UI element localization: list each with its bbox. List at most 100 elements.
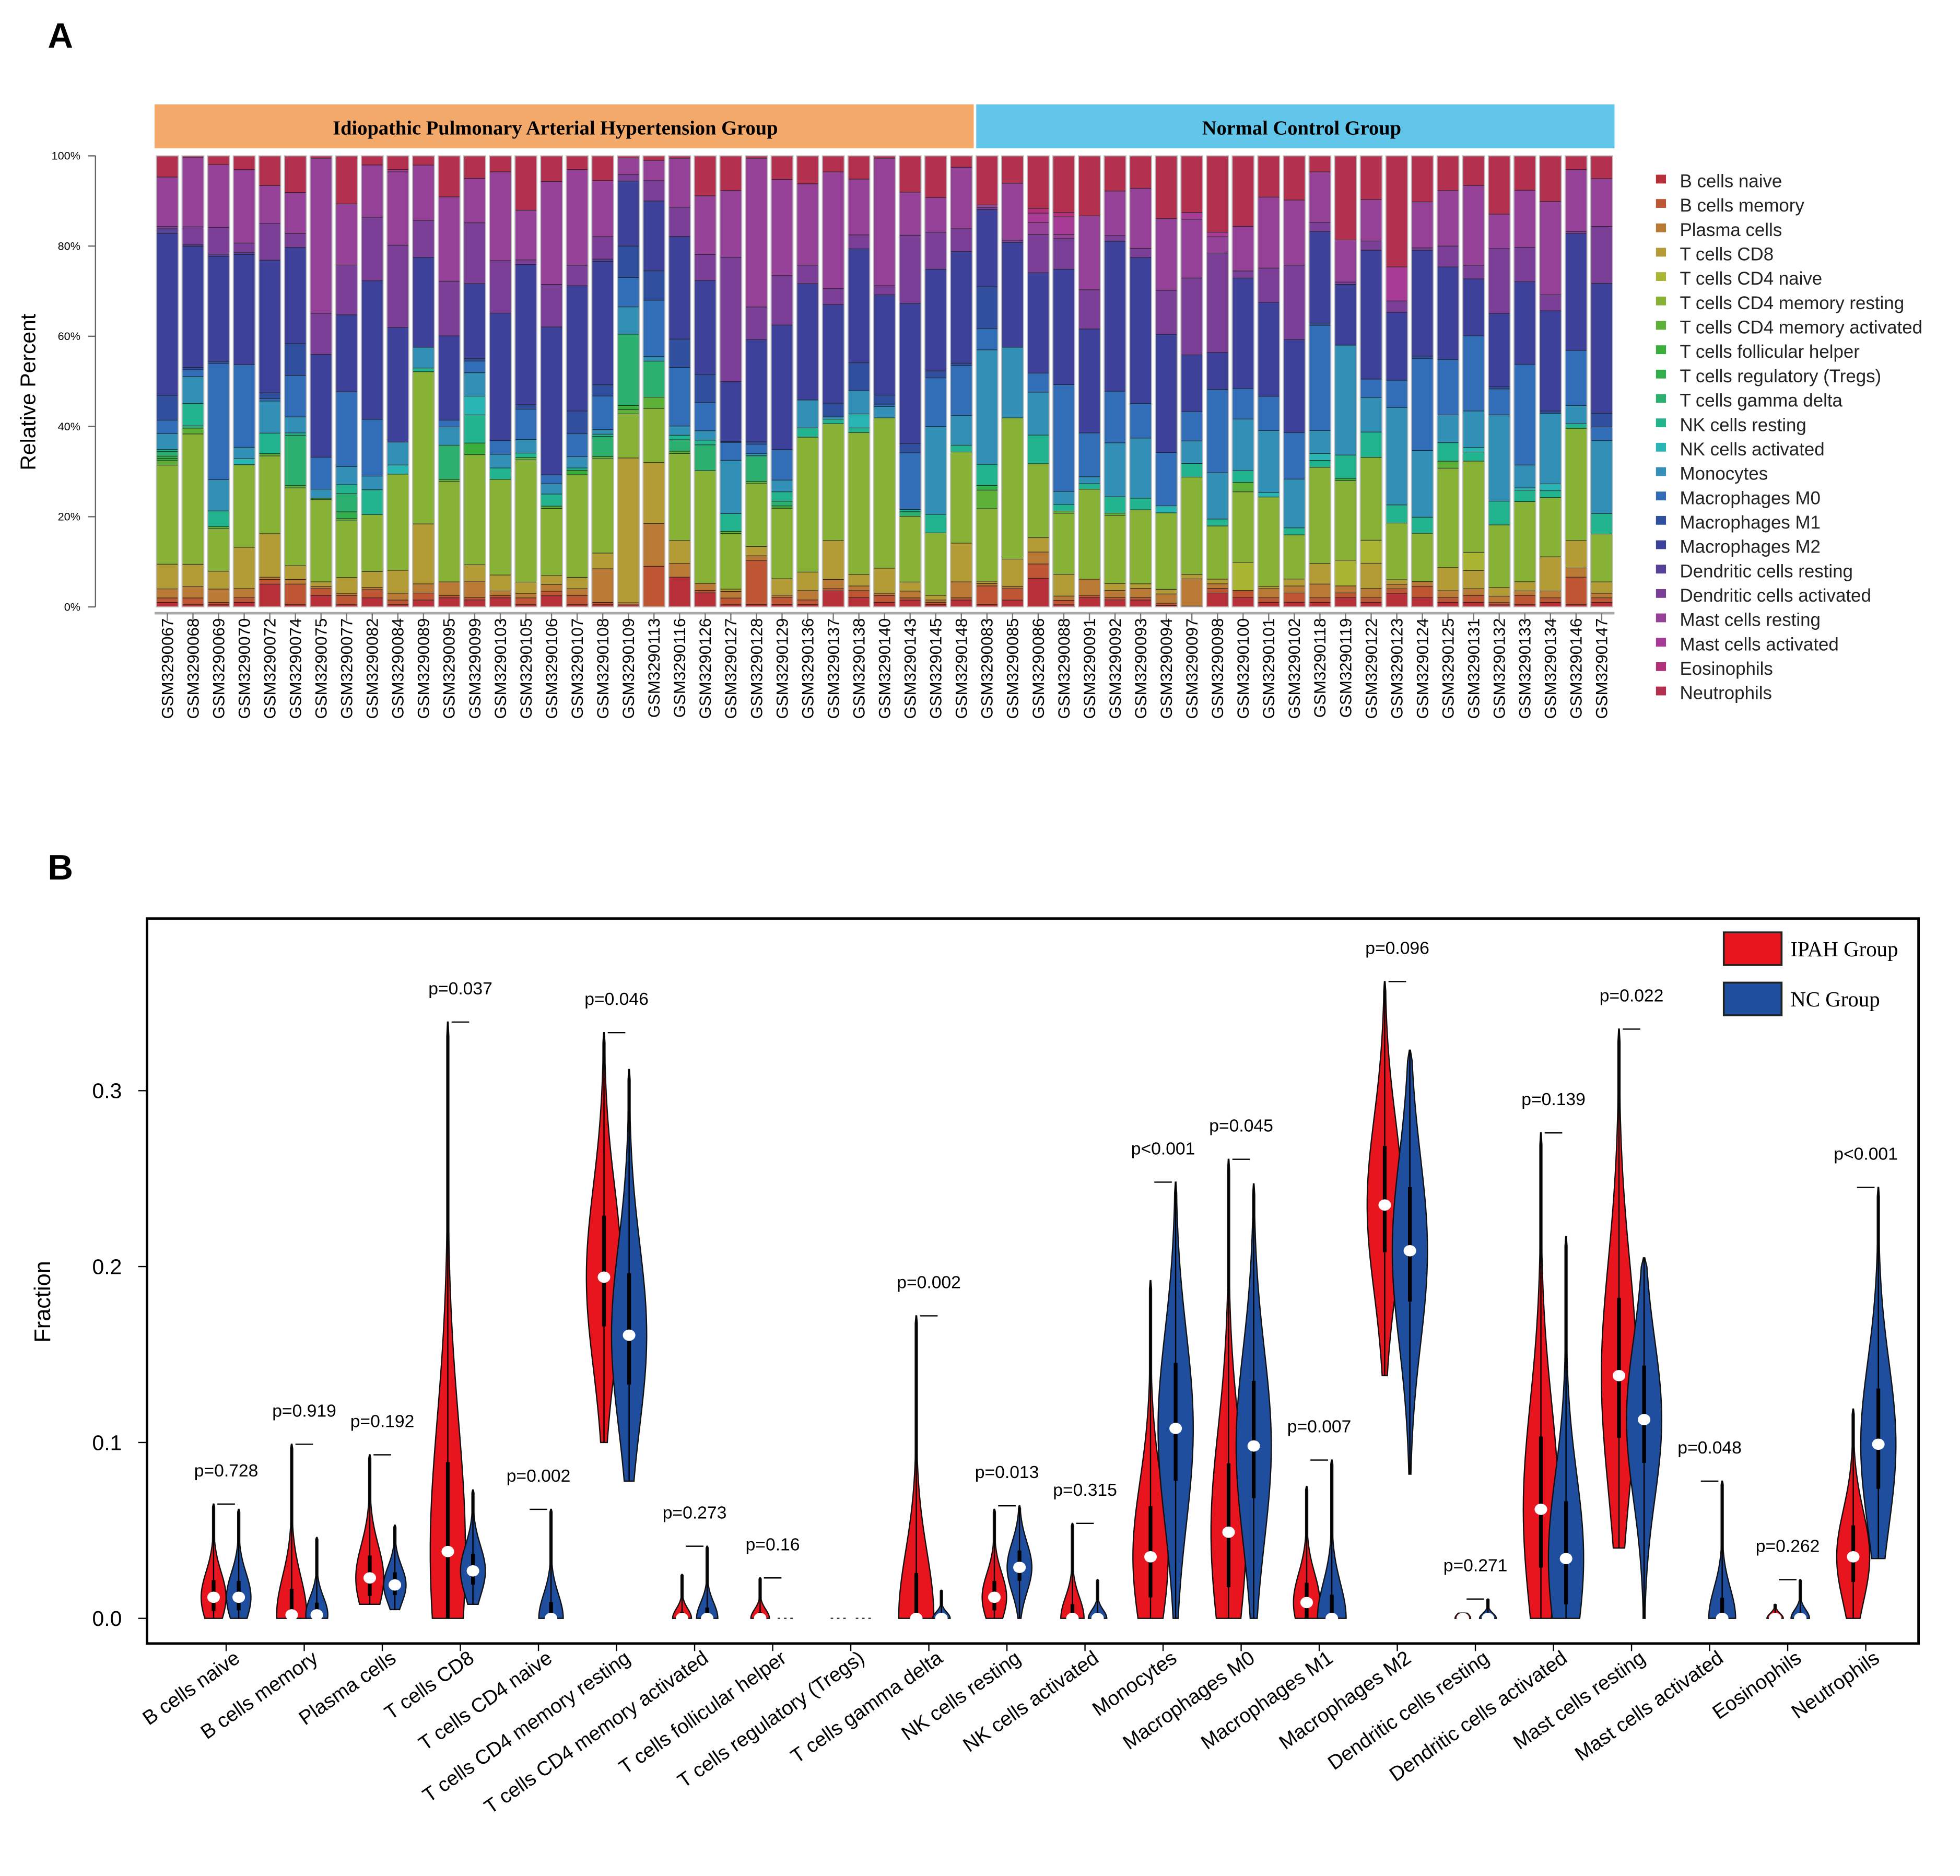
bar-segment-t-cells-gamma-delta xyxy=(771,501,793,507)
bar-segment-t-cells-cd8 xyxy=(233,547,255,589)
bar-segment-t-cells-gamma-delta xyxy=(617,334,640,406)
bar-segment-nk-cells-activated xyxy=(1513,487,1536,490)
bar-segment-macrophages-m0 xyxy=(361,419,384,477)
bar-segment-macrophages-m2 xyxy=(1590,283,1613,414)
p-value-label: p=0.728 xyxy=(194,1461,259,1481)
bar-segment-mast-cells-resting xyxy=(1565,169,1588,232)
sample-label: GSM3290128 xyxy=(747,618,766,719)
bar-segment-b-cells-memory xyxy=(1513,595,1536,605)
bar-segment-nk-cells-resting xyxy=(822,419,844,424)
bar-segment-mast-cells-resting xyxy=(796,183,819,266)
bar-segment-macrophages-m0 xyxy=(1386,380,1408,408)
bar-segment-monocytes xyxy=(771,479,793,493)
nc-median-dot xyxy=(1013,1562,1026,1573)
sample-label: GSM3290106 xyxy=(543,618,561,719)
bar-segment-monocytes xyxy=(1129,438,1152,499)
sample-label: GSM3290146 xyxy=(1567,618,1586,719)
bar-segment-mast-cells-resting xyxy=(1513,190,1536,248)
bar-segment-nk-cells-resting xyxy=(1027,435,1050,464)
bar-segment-t-cells-cd8 xyxy=(1488,587,1511,596)
bar-segment-eosinophils xyxy=(1027,208,1050,214)
bar-segment-b-cells-naive xyxy=(694,592,717,607)
bar-segment-macrophages-m0 xyxy=(924,378,947,427)
stacked-bar xyxy=(489,155,512,607)
bar-segment-macrophages-m2 xyxy=(1078,329,1101,433)
stacked-bar xyxy=(950,155,973,607)
bar-segment-t-cells-cd8 xyxy=(591,553,614,569)
bar-segment-t-cells-gamma-delta xyxy=(284,435,307,486)
stacked-bar xyxy=(924,155,947,607)
bar-segment-t-cells-cd4-memory-activated xyxy=(284,485,307,488)
bar-segment-monocytes xyxy=(1052,491,1075,505)
bar-segment-plasma-cells xyxy=(1257,588,1280,599)
bar-segment-monocytes xyxy=(1104,442,1126,497)
bar-segment-t-cells-cd4-memory-resting xyxy=(1309,467,1331,564)
bar-segment-macrophages-m2 xyxy=(771,324,793,450)
bar-segment-plasma-cells xyxy=(899,591,922,599)
bar-outline xyxy=(796,155,819,608)
bar-segment-t-cells-cd4-memory-resting xyxy=(591,459,614,554)
bar-segment-nk-cells-resting xyxy=(1283,527,1306,535)
bar-outline xyxy=(1334,155,1357,608)
bar-segment-dendritic-cells-activated xyxy=(1257,267,1280,303)
bar-segment-dendritic-cells-activated xyxy=(1104,235,1126,242)
bar-segment-t-cells-cd4-memory-resting xyxy=(1488,524,1511,588)
violin-pair: p=0.16 xyxy=(746,1535,800,1651)
bar-segment-mast-cells-resting xyxy=(1334,240,1357,283)
stacked-bar xyxy=(1206,155,1229,607)
bar-segment-mast-cells-resting xyxy=(1104,191,1126,236)
bar-segment-nk-cells-resting xyxy=(1231,470,1254,483)
bar-segment-macrophages-m2 xyxy=(1411,250,1434,357)
bar-segment-t-cells-cd4-memory-resting xyxy=(1565,428,1588,541)
stacked-bar xyxy=(207,155,230,607)
bar-segment-neutrophils xyxy=(1027,155,1050,209)
bar-segment-plasma-cells xyxy=(668,563,691,578)
p-value-label: p=0.096 xyxy=(1365,939,1429,958)
bar-segment-t-cells-cd4-memory-activated xyxy=(438,479,461,482)
bar-outline xyxy=(489,155,512,608)
bar-segment-nk-cells-resting xyxy=(207,510,230,527)
bar-segment-macrophages-m2 xyxy=(1565,233,1588,351)
bar-segment-t-cells-follicular-helper xyxy=(1334,478,1357,481)
bar-segment-macrophages-m1 xyxy=(617,245,640,278)
bar-segment-t-cells-cd8 xyxy=(1180,574,1203,579)
bar-segment-dendritic-cells-activated xyxy=(1411,248,1434,251)
bar-segment-dendritic-cells-activated xyxy=(1078,289,1101,330)
bar-segment-t-cells-regulatory-tregs- xyxy=(335,511,358,519)
bar-outline xyxy=(1462,155,1485,608)
bar-segment-monocytes xyxy=(822,416,844,420)
bar-segment-mast-cells-resting xyxy=(822,171,844,289)
bar-segment-mast-cells-resting xyxy=(1001,183,1024,241)
bar-segment-plasma-cells xyxy=(514,593,537,599)
stacked-bar xyxy=(1231,155,1254,607)
y-tick-label: 60% xyxy=(58,330,80,343)
stacked-bar xyxy=(720,155,742,607)
bar-segment-mast-cells-resting xyxy=(642,160,665,181)
bar-segment-macrophages-m0 xyxy=(1309,325,1331,431)
nc-median-dot xyxy=(389,1579,402,1591)
bar-segment-plasma-cells xyxy=(1206,583,1229,589)
bar-segment-neutrophils xyxy=(1539,155,1562,202)
bar-segment-plasma-cells xyxy=(745,555,768,561)
bar-segment-b-cells-memory xyxy=(566,595,589,605)
bar-segment-macrophages-m1 xyxy=(207,361,230,364)
bar-segment-t-cells-regulatory-tregs- xyxy=(156,455,179,459)
bar-segment-monocytes xyxy=(745,453,768,456)
bar-segment-macrophages-m0 xyxy=(566,433,589,457)
stacked-bar xyxy=(1001,155,1024,607)
bar-segment-t-cells-cd8 xyxy=(514,581,537,594)
bar-segment-mast-cells-resting xyxy=(310,158,333,314)
bar-segment-t-cells-cd4-memory-resting xyxy=(540,508,563,576)
bar-segment-neutrophils xyxy=(899,155,922,193)
legend: B cells naive B cells memory Plasma cells T… xyxy=(1656,171,1922,704)
bar-segment-monocytes xyxy=(1437,414,1460,443)
bar-segment-nk-cells-resting xyxy=(1513,490,1536,502)
bar-segment-t-cells-cd8 xyxy=(1283,579,1306,587)
bar-segment-t-cells-cd8 xyxy=(1386,579,1408,585)
bar-segment-t-cells-cd8 xyxy=(566,577,589,589)
p-value-label: p=0.919 xyxy=(272,1401,336,1421)
ipah-median-dot xyxy=(675,1612,689,1624)
bar-segment-macrophages-m0 xyxy=(438,419,461,427)
nc-median-dot xyxy=(1559,1553,1572,1565)
bar-segment-t-cells-cd4-memory-resting xyxy=(1257,497,1280,587)
